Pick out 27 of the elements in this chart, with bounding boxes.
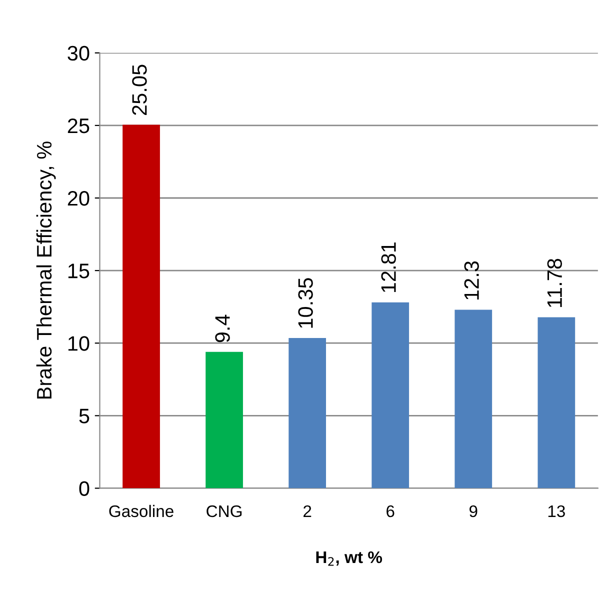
y-tick-label: 0: [79, 481, 90, 496]
bar: [372, 302, 410, 488]
x-tick-label: 13: [548, 505, 565, 518]
data-label: 9.4: [215, 314, 230, 342]
y-tick-label: 15: [68, 264, 90, 278]
x-tick-label: Gasoline: [109, 504, 174, 518]
data-label: 25.05: [132, 64, 147, 115]
bar: [122, 124, 160, 488]
x-tick-label: CNG: [206, 505, 242, 518]
data-label: 10.35: [298, 278, 313, 328]
x-axis-title: H$_{2}$, wt %: [316, 551, 382, 566]
data-label: 11.78: [547, 258, 562, 307]
data-label: 12.81: [381, 242, 396, 292]
y-tick-label: 20: [68, 191, 90, 206]
bar: [538, 317, 576, 488]
x-tick-label: 2: [304, 505, 312, 517]
y-tick-label: 10: [68, 336, 90, 351]
y-tick-label: 5: [79, 408, 90, 424]
x-tick-label: 6: [386, 505, 394, 518]
x-tick-label: 9: [470, 505, 478, 518]
y-tick-label: 25: [68, 118, 90, 134]
bar: [206, 352, 243, 488]
bar: [288, 338, 326, 488]
y-axis-title: Brake Thermal Efficiency, %: [36, 142, 56, 399]
y-tick-label: 30: [68, 46, 90, 61]
bar: [454, 310, 492, 488]
data-label: 12.3: [464, 261, 479, 300]
